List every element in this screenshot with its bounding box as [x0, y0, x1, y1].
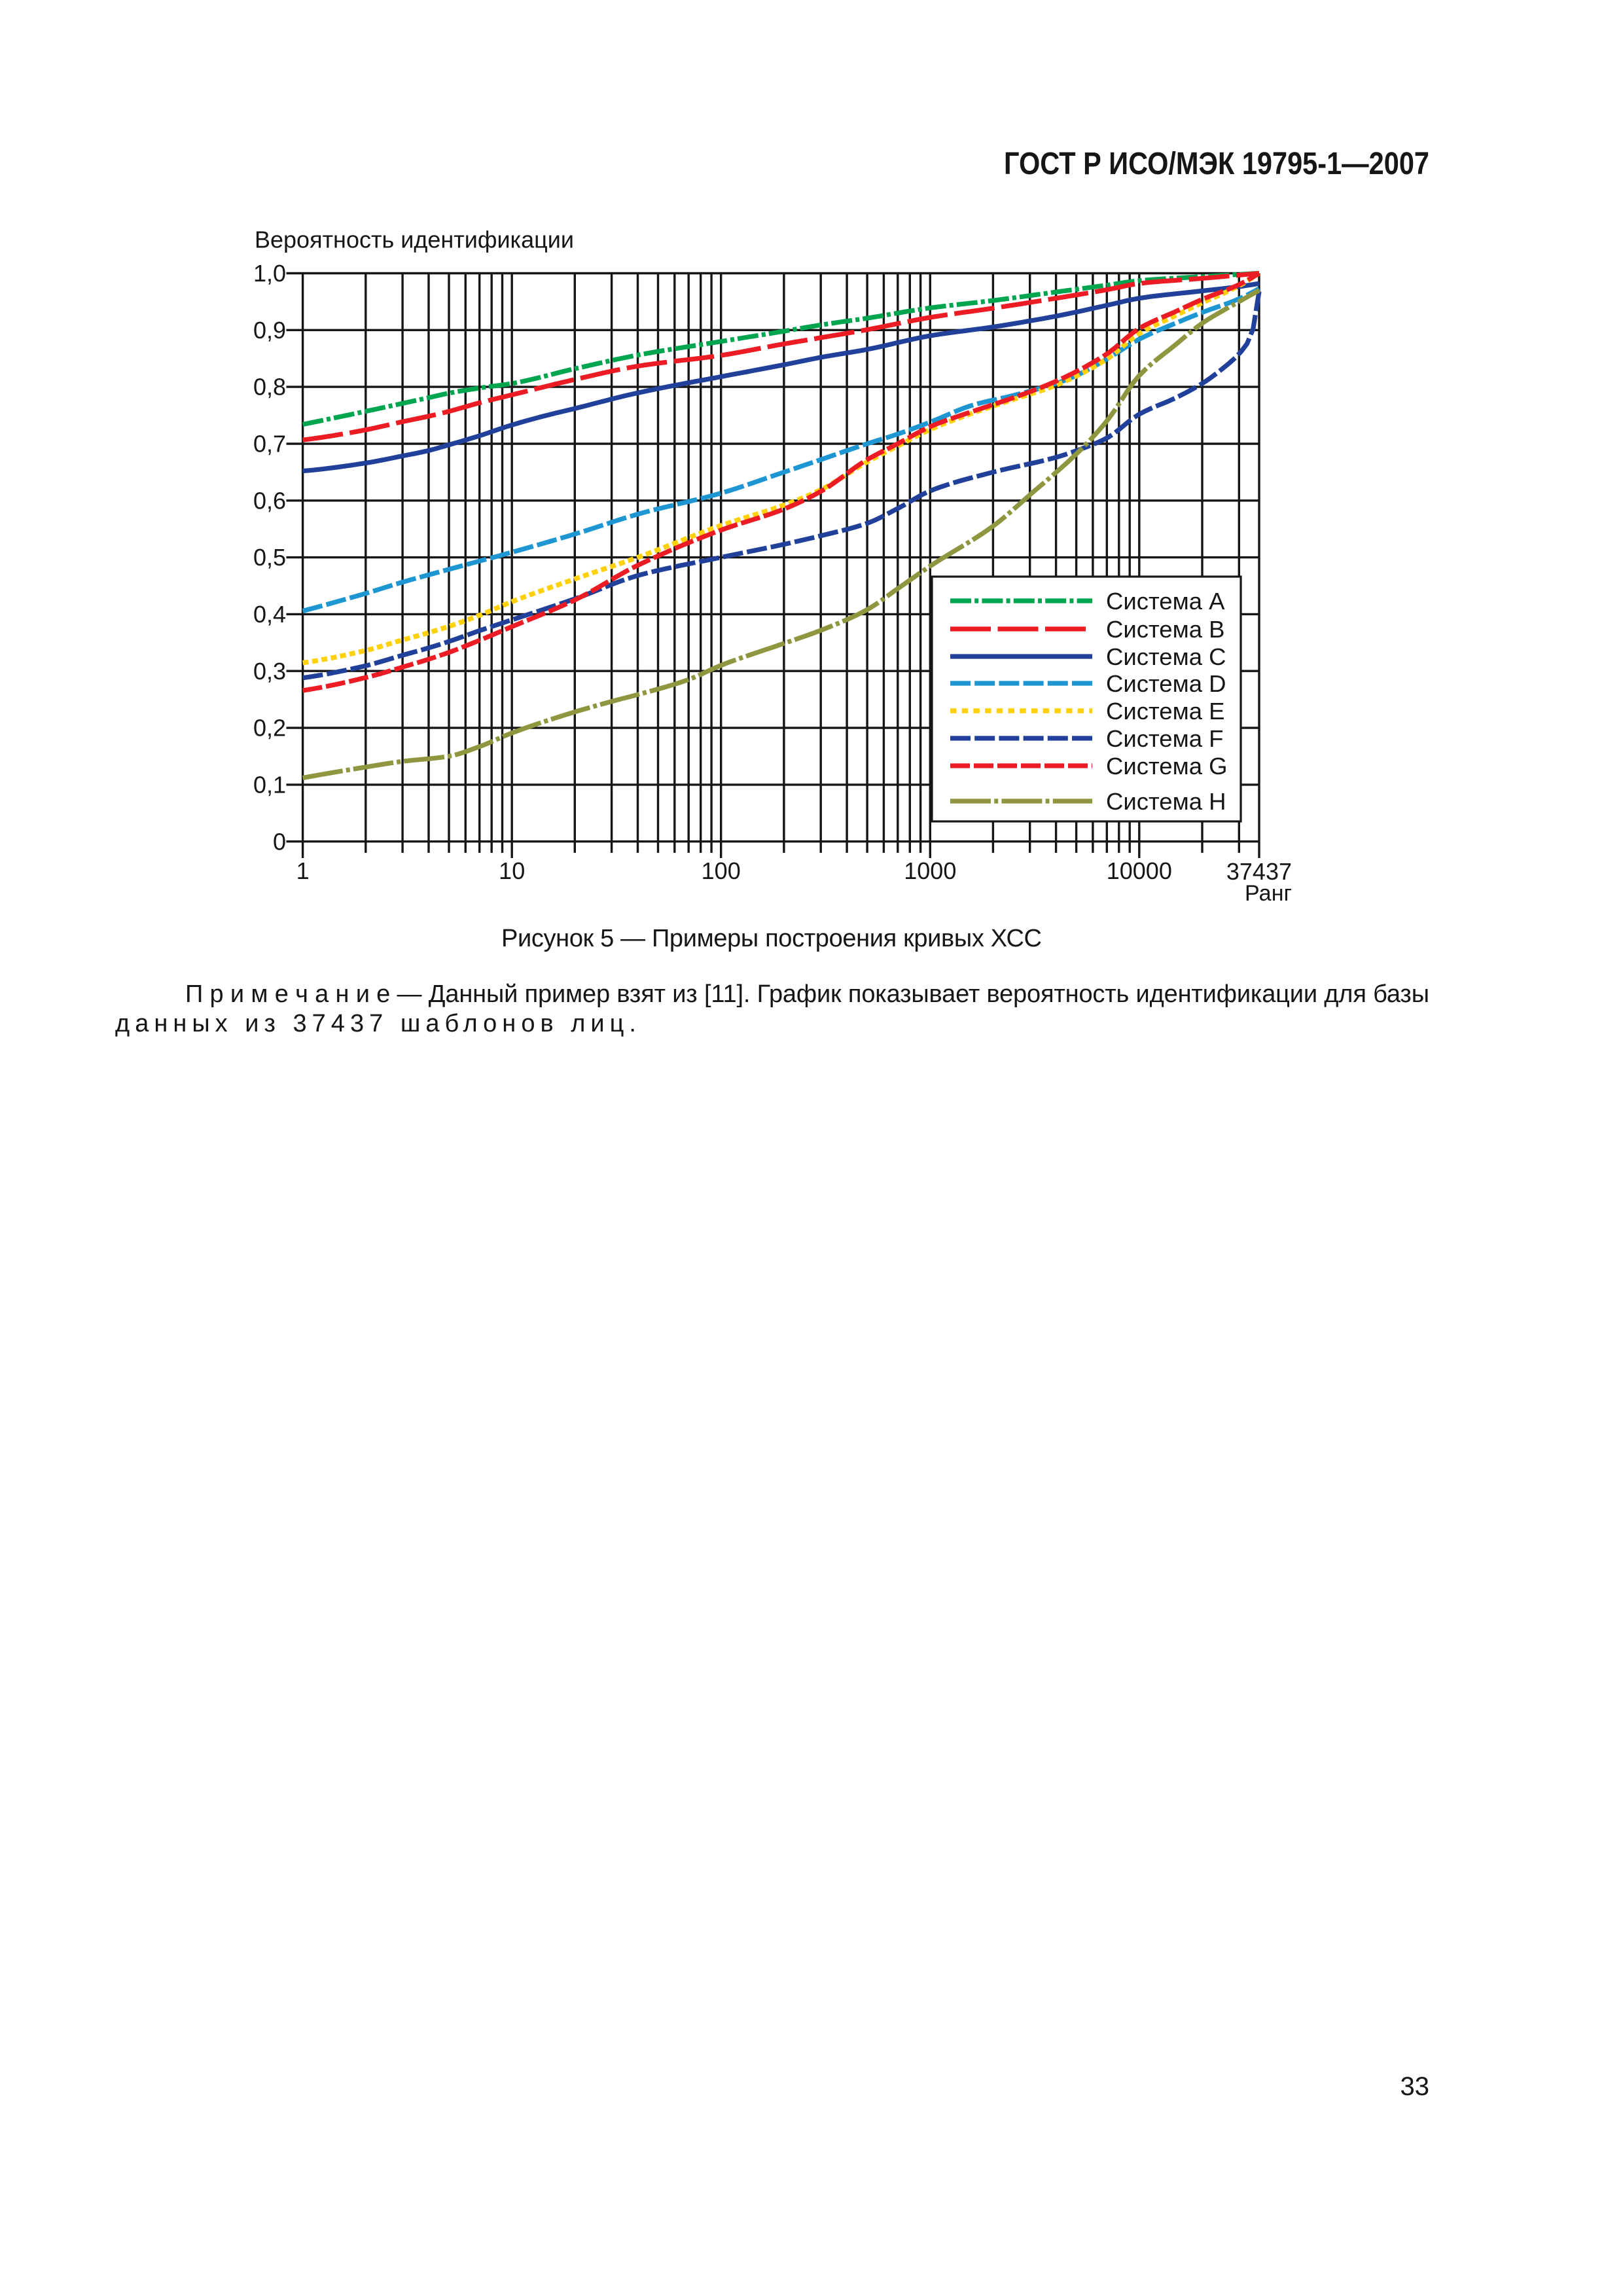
svg-text:Система C: Система C	[1106, 643, 1226, 670]
svg-text:0,5: 0,5	[253, 544, 286, 571]
svg-text:Система D: Система D	[1106, 670, 1226, 697]
svg-text:1: 1	[296, 857, 310, 884]
svg-text:Система G: Система G	[1106, 753, 1228, 780]
svg-text:0,3: 0,3	[253, 658, 286, 685]
svg-text:33: 33	[1400, 2072, 1430, 2101]
svg-text:0,1: 0,1	[253, 772, 286, 798]
svg-text:данных из 37437 шаблонов лиц.: данных из 37437 шаблонов лиц.	[115, 1010, 636, 1037]
svg-text:ГОСТ Р ИСО/МЭК 19795-1—2007: ГОСТ Р ИСО/МЭК 19795-1—2007	[1004, 147, 1429, 181]
svg-text:Ранг: Ранг	[1245, 881, 1292, 906]
svg-text:0,2: 0,2	[253, 715, 286, 742]
svg-text:100: 100	[702, 857, 741, 884]
svg-text:Система B: Система B	[1106, 616, 1224, 643]
svg-text:Рисунок 5 — Примеры построения: Рисунок 5 — Примеры построения кривых ХС…	[501, 925, 1042, 952]
svg-text:Система E: Система E	[1106, 698, 1224, 725]
svg-text:0,4: 0,4	[253, 601, 286, 628]
svg-text:Вероятность идентификации: Вероятность идентификации	[255, 226, 574, 253]
svg-text:0,7: 0,7	[253, 431, 286, 457]
svg-text:0,6: 0,6	[253, 487, 286, 514]
svg-text:0,9: 0,9	[253, 317, 286, 344]
svg-text:1,0: 1,0	[253, 260, 286, 287]
svg-text:10: 10	[499, 857, 525, 884]
svg-text:П р и м е ч а н и е — Данный п: П р и м е ч а н и е — Данный пример взят…	[185, 980, 1429, 1008]
svg-text:10000: 10000	[1107, 857, 1172, 884]
svg-text:Система F: Система F	[1106, 725, 1223, 752]
svg-text:0,8: 0,8	[253, 374, 286, 401]
svg-text:Система H: Система H	[1106, 788, 1226, 815]
svg-text:0: 0	[273, 828, 286, 855]
svg-text:37437: 37437	[1226, 858, 1292, 885]
svg-text:1000: 1000	[904, 857, 956, 884]
svg-text:Система A: Система A	[1106, 588, 1225, 615]
